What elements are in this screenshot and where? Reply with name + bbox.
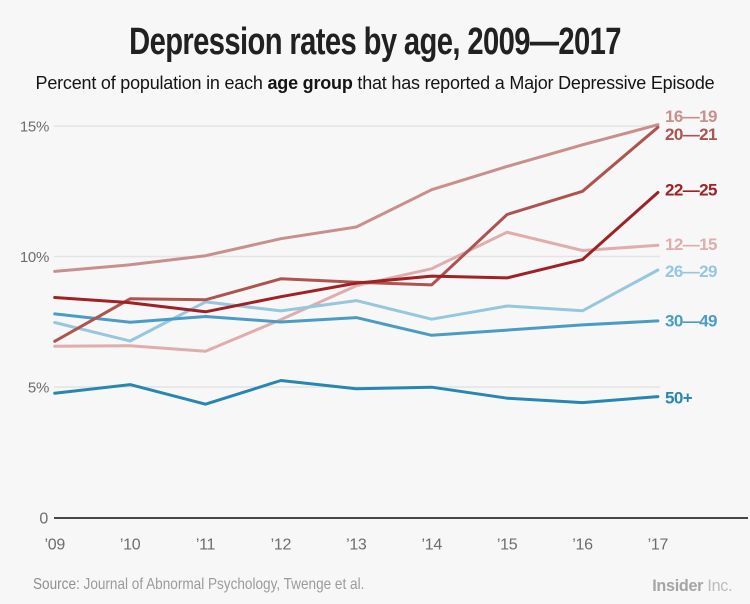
svg-text:0: 0 <box>39 511 48 528</box>
svg-text:’12: ’12 <box>271 537 292 554</box>
svg-text:50+: 50+ <box>665 389 693 408</box>
svg-text:’15: ’15 <box>497 537 518 554</box>
svg-text:30—49: 30—49 <box>665 312 717 331</box>
svg-text:15%: 15% <box>20 119 49 136</box>
svg-text:’11: ’11 <box>196 537 216 554</box>
svg-text:5%: 5% <box>28 380 49 397</box>
svg-text:’17: ’17 <box>648 537 669 554</box>
svg-text:’10: ’10 <box>120 537 141 554</box>
svg-text:’09: ’09 <box>44 537 65 554</box>
svg-text:’16: ’16 <box>572 537 593 554</box>
svg-text:20—21: 20—21 <box>665 125 717 144</box>
svg-text:’13: ’13 <box>346 537 367 554</box>
svg-text:16—19: 16—19 <box>665 107 717 126</box>
svg-text:’14: ’14 <box>421 537 442 554</box>
svg-text:12—15: 12—15 <box>665 235 717 254</box>
svg-text:10%: 10% <box>20 249 49 266</box>
svg-text:26—29: 26—29 <box>665 262 717 281</box>
svg-text:22—25: 22—25 <box>665 181 717 200</box>
